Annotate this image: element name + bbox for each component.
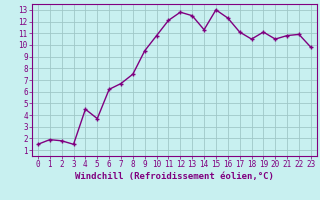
X-axis label: Windchill (Refroidissement éolien,°C): Windchill (Refroidissement éolien,°C) xyxy=(75,172,274,181)
